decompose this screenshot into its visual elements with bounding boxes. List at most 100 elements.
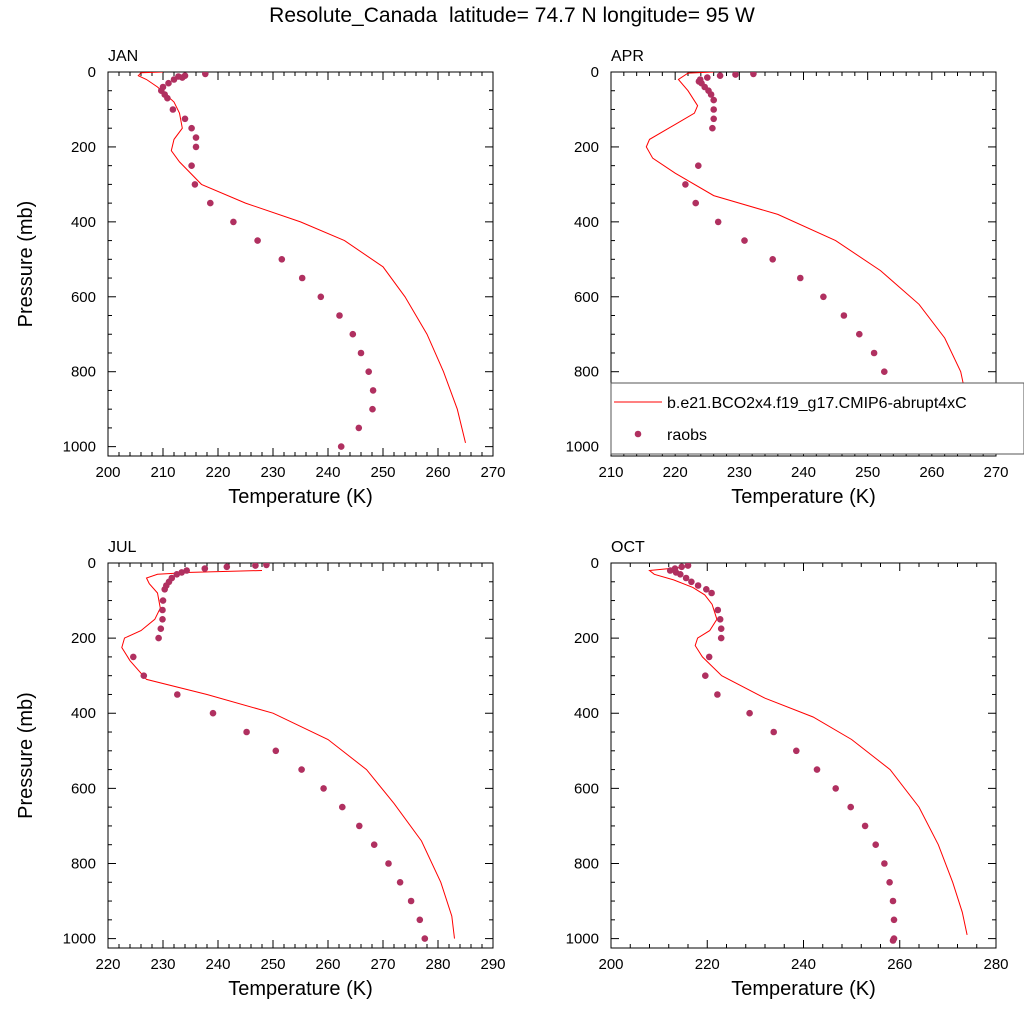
y-tick-label: 200 [71,139,96,156]
raobs-point [678,563,685,571]
raobs-point [750,72,757,78]
y-tick-label: 800 [574,364,599,381]
y-tick-label: 200 [574,630,599,647]
plot-frame [107,71,494,457]
x-tick-label: 220 [95,956,120,973]
raobs-point [832,785,839,792]
raobs-point [714,691,721,698]
raobs-point [716,616,724,623]
raobs-point [201,565,209,572]
raobs-point [179,74,186,81]
x-tick-label: 270 [983,464,1008,481]
raobs-point [890,916,898,924]
raobs-point [209,709,217,717]
plot-frame [610,562,997,949]
y-tick-label: 0 [591,555,599,572]
page-title: Resolute_Canada latitude= 74.7 N longitu… [269,4,755,27]
raobs-point [365,368,373,376]
raobs-point [298,274,306,282]
raobs-point [710,106,717,113]
y-tick-label: 400 [71,705,96,722]
x-tick-label: 220 [695,956,720,973]
data-area [121,563,455,942]
legend: b.e21.BCO2x4.f19_g17.CMIP6-abrupt4xCraob… [610,382,1024,455]
x-tick-label: 250 [370,464,395,481]
y-tick-label: 600 [574,780,599,797]
raobs-point [385,860,392,867]
x-tick-label: 220 [663,464,688,481]
raobs-point [130,653,137,661]
legend-raobs-marker [634,430,642,438]
raobs-point [339,803,346,811]
x-tick-label: 240 [791,464,816,481]
raobs-point [704,74,711,81]
raobs-point [337,443,345,450]
raobs-point [369,387,377,394]
plot-frame [107,562,494,949]
raobs-point [243,728,250,736]
legend-model-label: b.e21.BCO2x4.f19_g17.CMIP6-abrupt4xC [667,395,967,412]
x-tick-label: 240 [791,956,816,973]
x-tick-label: 230 [727,464,752,481]
raobs-point [769,255,776,263]
y-tick-label: 1000 [63,931,96,948]
x-tick-label: 280 [425,956,450,973]
legend-box [610,382,1024,455]
raobs-point [170,76,178,83]
x-tick-label: 260 [425,464,450,481]
raobs-point [188,124,195,132]
raobs-point [230,218,237,226]
legend-raobs-label: raobs [667,427,707,444]
model-series-line [121,570,455,939]
y-tick-label: 400 [71,214,96,231]
y-tick-label: 800 [574,855,599,872]
raobs-point [889,937,897,944]
raobs-point [356,822,363,830]
raobs-point [717,625,725,632]
raobs-point [278,255,286,263]
x-tick-label: 250 [855,464,880,481]
x-tick-label: 240 [315,464,340,481]
y-axis-label: Pressure (mb) [15,201,37,328]
raobs-point [705,653,713,661]
raobs-point [183,567,190,574]
raobs-point [770,728,777,736]
x-axis-label: Temperature (K) [228,978,373,1000]
y-tick-label: 600 [71,780,96,797]
raobs-point [407,897,415,905]
raobs-point [710,115,717,123]
x-axis-label: Temperature (K) [731,486,876,508]
raobs-point [694,582,702,589]
raobs-point [223,563,231,571]
panel-title: JUL [108,539,137,556]
panel-jan: 200 210 220 230 240 250 260 270 0 200 400 600 800 100… [15,48,506,508]
raobs-point [165,79,172,87]
x-tick-label: 220 [205,464,230,481]
raobs-point [159,606,166,614]
raobs-point [695,162,702,169]
raobs-point [677,571,684,578]
raobs-point [682,181,689,188]
y-tick-label: 800 [71,364,96,381]
raobs-point [421,935,429,942]
raobs-point [357,349,365,357]
y-tick-label: 0 [88,64,96,81]
raobs-point [298,766,305,773]
model-series-line [137,72,466,444]
raobs-point [369,405,376,413]
raobs-point [870,349,878,357]
x-tick-label: 280 [983,956,1008,973]
x-tick-label: 270 [370,956,395,973]
raobs-point [684,563,692,569]
raobs-point [155,634,162,642]
raobs-point [191,181,199,188]
y-tick-label: 200 [71,630,96,647]
raobs-point [714,218,722,226]
raobs-point [872,841,879,848]
raobs-point [881,368,888,376]
x-axis-label: Temperature (K) [731,978,876,1000]
panel-title: APR [611,48,644,65]
raobs-point [192,134,200,141]
raobs-point [820,293,827,301]
raobs-point [272,747,280,755]
